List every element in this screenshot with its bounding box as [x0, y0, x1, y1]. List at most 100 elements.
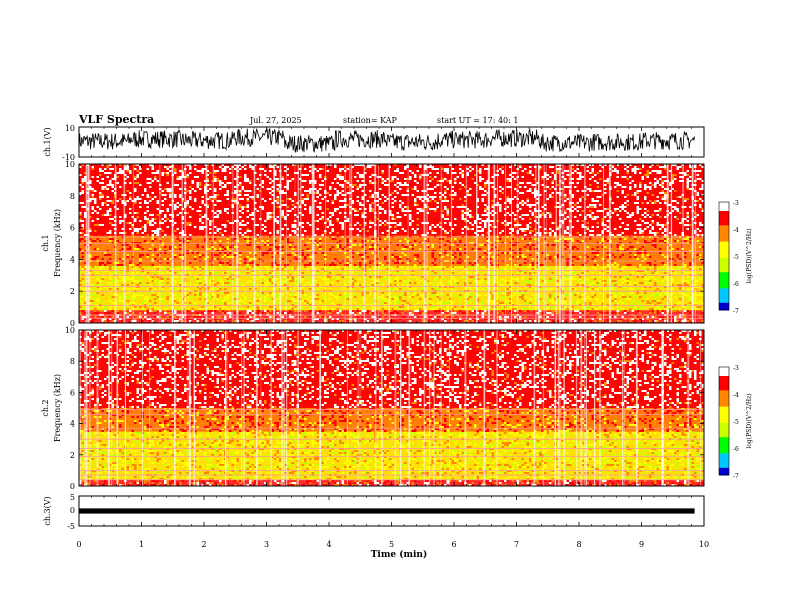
- ch1-spectrogram-cell: [349, 224, 352, 226]
- ch1-spectrogram-cell: [409, 222, 412, 224]
- ch1-spectrogram-cell: [214, 196, 217, 198]
- ch1-spectrogram-cell: [239, 190, 242, 192]
- ch1-spectrogram-cell: [214, 198, 217, 200]
- ch1-spectrogram-cell: [349, 216, 352, 218]
- ch1-spectrogram-cell: [356, 234, 359, 236]
- ch1-spectrogram-cell: [329, 182, 332, 184]
- ch1-spectrogram-cell: [394, 232, 397, 234]
- ch1-spectrogram-cell: [354, 244, 357, 246]
- ch1-spectrogram-cell: [396, 248, 399, 250]
- ch1-spectrogram-cell: [281, 232, 284, 234]
- ch1-spectrogram-cell: [701, 166, 704, 168]
- ch1-spectrogram-cell: [479, 220, 482, 222]
- ch1-spectrogram-cell: [571, 194, 574, 196]
- ch1-spectrogram-cell: [384, 234, 387, 236]
- ch1-spectrogram-cell: [291, 242, 294, 244]
- ch1-spectrogram-cell: [434, 210, 437, 212]
- ch1-spectrogram-cell: [656, 240, 659, 242]
- ch1-spectrogram-cell: [301, 238, 304, 240]
- ch1-spectrogram-cell: [474, 228, 477, 230]
- ch1-spectrogram-cell: [224, 224, 227, 226]
- ch1-spectrogram-cell: [686, 182, 689, 184]
- ch1-spectrogram-cell: [349, 198, 352, 200]
- ch1-spectrogram-cell: [156, 170, 159, 172]
- ch1-spectrogram-cell: [486, 174, 489, 176]
- ch1-spectrogram-cell: [199, 188, 202, 190]
- ch1-spectrogram-cell: [436, 164, 439, 166]
- ch1-spectrogram-cell: [359, 164, 362, 166]
- ch1-spectrogram-cell: [544, 192, 547, 194]
- ch1-spectrogram-cell: [381, 208, 384, 210]
- ch1-spectrogram-cell: [546, 232, 549, 234]
- ch1-spectrogram-cell: [389, 234, 392, 236]
- ch1-spectrogram-cell: [586, 214, 589, 216]
- ch1-spectrogram-cell: [396, 174, 399, 176]
- ch1-spectrogram-cell: [336, 192, 339, 194]
- ch1-spectrogram-cell: [339, 228, 342, 230]
- ch1-spectrogram-cell: [429, 196, 432, 198]
- ch1-spectrogram-cell: [634, 248, 637, 250]
- ch1-spectrogram-cell: [126, 164, 129, 166]
- ch1-spectrogram-cell: [436, 168, 439, 170]
- ch1-spectrogram-cell: [106, 232, 109, 234]
- ch1-spectrogram-cell: [411, 182, 414, 184]
- ch1-spectrogram-cell: [244, 194, 247, 196]
- ch1-spectrogram-cell: [611, 202, 614, 204]
- ch1-spectrogram-cell: [149, 206, 152, 208]
- ch1-spectrogram-cell: [201, 200, 204, 202]
- ch1-spectrogram-cell: [351, 238, 354, 240]
- ch1-spectrogram-cell: [359, 174, 362, 176]
- ch1-spectrogram-cell: [614, 208, 617, 210]
- ch1-spectrogram-cell: [369, 166, 372, 168]
- ch1-spectrogram-cell: [401, 180, 404, 182]
- ch1-spectrogram-cell: [214, 182, 217, 184]
- ch1-spectrogram-cell: [84, 212, 87, 214]
- ch1-spectrogram-cell: [531, 224, 534, 226]
- ch1-spectrogram-cell: [599, 246, 602, 248]
- ch1-spectrogram-cell: [506, 252, 509, 254]
- ch1-spectrogram-cell: [511, 178, 514, 180]
- ch1-spectrogram-cell: [684, 224, 687, 226]
- ch1-spectrogram-cell: [284, 166, 287, 168]
- ch1-spectrogram-cell: [91, 190, 94, 192]
- ch1-spectrogram-cell: [539, 238, 542, 240]
- ch1-spectrogram-cell: [481, 176, 484, 178]
- ch1-spectrogram-cell: [411, 208, 414, 210]
- ch1-spectrogram-cell: [149, 196, 152, 198]
- ch1-spectrogram-cell: [329, 224, 332, 226]
- ch1-spectrogram-cell: [621, 168, 624, 170]
- ch1-spectrogram-cell: [514, 244, 517, 246]
- ch1-spectrogram-cell: [406, 166, 409, 168]
- ch1-spectrogram-cell: [291, 226, 294, 228]
- ch1-spectrogram-cell: [606, 178, 609, 180]
- ch1-spectrogram-cell: [369, 230, 372, 232]
- ch1-spectrogram-cell: [146, 240, 149, 242]
- ch1-spectrogram-cell: [579, 206, 582, 208]
- ch1-spectrogram-cell: [166, 182, 169, 184]
- ch1-spectrogram-cell: [646, 194, 649, 196]
- ch1-spectrogram-cell: [269, 192, 272, 194]
- ch1-spectrogram-cell: [674, 190, 677, 192]
- ch1-spectrogram-cell: [346, 244, 349, 246]
- ch1-spectrogram-cell: [546, 252, 549, 254]
- ch1-spectrogram-cell: [246, 164, 249, 166]
- ch1-spectrogram-cell: [684, 246, 687, 248]
- ch1-spectrogram-cell: [219, 240, 222, 242]
- ch1-spectrogram-cell: [439, 226, 442, 228]
- ch1-spectrogram-cell: [206, 204, 209, 206]
- ch1-spectrogram-cell: [426, 190, 429, 192]
- ch1-spectrogram-cell: [169, 188, 172, 190]
- ch1-spectrogram-cell: [224, 196, 227, 198]
- ch1-spectrogram-cell: [341, 186, 344, 188]
- ch1-spectrogram-cell: [501, 226, 504, 228]
- ch1-spectrogram-cell: [164, 216, 167, 218]
- ch1-spectrogram-cell: [226, 238, 229, 240]
- ch1-spectrogram-cell: [671, 184, 674, 186]
- ch1-spectrogram-cell: [556, 204, 559, 206]
- ch1-spectrogram-cell: [156, 228, 159, 230]
- ch1-spectrogram-cell: [416, 248, 419, 250]
- ch1-spectrogram-cell: [224, 188, 227, 190]
- ch1-spectrogram-cell: [531, 184, 534, 186]
- ch1-spectrogram-cell: [294, 212, 297, 214]
- ch1-spectrogram-cell: [396, 210, 399, 212]
